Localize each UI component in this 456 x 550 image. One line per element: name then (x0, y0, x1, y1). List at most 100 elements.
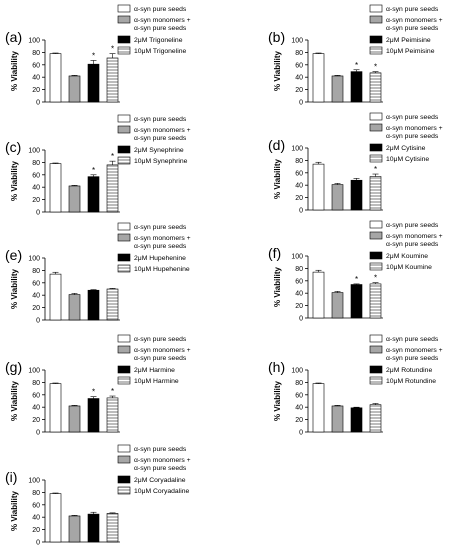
y-tick-label: 80 (32, 380, 40, 387)
legend-swatch (369, 345, 383, 354)
bar (49, 53, 62, 103)
y-tick-label: 0 (36, 318, 40, 325)
panel-d: (d) 0 20 40 60 80 100 % Viability * α-syn pure se… (268, 112, 443, 215)
legend-swatch (369, 365, 383, 374)
y-tick-label: 100 (28, 38, 40, 45)
legend-label: α-syn pure seeds (134, 135, 187, 142)
y-tick-label: 60 (32, 392, 40, 399)
legend-label: α-syn pure seeds (386, 355, 439, 362)
y-tick-label: 60 (295, 392, 303, 399)
significance-marker: * (374, 165, 377, 174)
legend-swatch (117, 4, 131, 13)
y-tick-label: 20 (32, 87, 40, 94)
legend-label: α-syn pure seeds (134, 116, 187, 123)
bar (369, 72, 382, 103)
y-tick-label: 0 (36, 430, 40, 437)
bar (350, 284, 363, 319)
legend-label: α-syn pure seeds (134, 224, 187, 231)
legend-label: α-syn monomers + (134, 457, 191, 464)
y-tick-label: 20 (32, 197, 40, 204)
panel-label: (g) (5, 359, 22, 375)
legend-label: α-syn pure seeds (134, 336, 187, 343)
y-tick-label: 40 (295, 405, 303, 412)
y-tick-label: 40 (32, 75, 40, 82)
bar (350, 71, 363, 103)
significance-marker: * (355, 275, 358, 284)
legend-label: 2μM Coryadaline (134, 477, 186, 484)
y-tick-label: 100 (291, 368, 303, 375)
y-tick-label: 0 (299, 208, 303, 215)
legend-label: α-syn monomers + (134, 127, 191, 134)
bar (331, 75, 344, 103)
legend-swatch (369, 35, 383, 44)
legend-label: 10μM Koumine (386, 264, 432, 271)
bar (87, 289, 100, 321)
legend-label: 2μM Hupehenine (134, 255, 186, 262)
bar (106, 57, 119, 103)
panel-label: (c) (5, 139, 21, 155)
bar (87, 513, 100, 543)
y-axis-label: % Viability (10, 381, 19, 421)
legend-label: α-syn pure seeds (386, 6, 439, 13)
legend-swatch (117, 35, 131, 44)
legend-label: α-syn pure seeds (386, 133, 439, 140)
legend-label: α-syn monomers + (134, 347, 191, 354)
y-tick-label: 40 (295, 75, 303, 82)
bar (331, 292, 344, 319)
legend-swatch (369, 231, 383, 240)
legend-swatch (117, 334, 131, 343)
legend-swatch (117, 233, 131, 242)
bar (49, 383, 62, 433)
legend-label: α-syn pure seeds (386, 336, 439, 343)
legend-swatch (369, 154, 383, 163)
bar (369, 283, 382, 319)
bar (350, 407, 363, 433)
y-axis-label: % Viability (10, 51, 19, 91)
legend-label: α-syn pure seeds (386, 222, 439, 229)
y-tick-label: 60 (295, 62, 303, 69)
legend-swatch (117, 156, 131, 165)
legend-swatch (117, 253, 131, 262)
legend-swatch (117, 455, 131, 464)
legend-label: α-syn monomers + (134, 235, 191, 242)
legend-label: 10μM Harmine (134, 378, 179, 385)
legend-swatch (369, 220, 383, 229)
legend-swatch (369, 46, 383, 55)
y-tick-label: 60 (32, 62, 40, 69)
bar (49, 163, 62, 213)
y-tick-label: 80 (32, 50, 40, 57)
y-tick-label: 0 (36, 540, 40, 547)
y-tick-label: 40 (32, 185, 40, 192)
bar (87, 63, 100, 103)
panel-label: (i) (5, 469, 17, 485)
y-tick-label: 100 (28, 368, 40, 375)
significance-marker: * (92, 388, 95, 397)
legend-swatch (117, 114, 131, 123)
y-tick-label: 0 (36, 210, 40, 217)
y-tick-label: 100 (28, 478, 40, 485)
legend-label: α-syn pure seeds (386, 114, 439, 121)
legend-label: 2μM Trigoneline (134, 37, 183, 44)
legend-label: 10μM Cytisine (386, 156, 429, 163)
legend-swatch (117, 15, 131, 24)
bar (312, 163, 325, 211)
legend-label: α-syn monomers + (386, 125, 443, 132)
legend-label: 10μM Coryadaline (134, 488, 190, 495)
y-tick-label: 40 (295, 183, 303, 190)
bar (350, 179, 363, 211)
bar (369, 176, 382, 211)
legend-swatch (117, 475, 131, 484)
y-tick-label: 0 (36, 100, 40, 107)
legend-swatch (369, 334, 383, 343)
bar (312, 53, 325, 103)
bar (68, 185, 81, 213)
y-tick-label: 20 (32, 527, 40, 534)
legend-swatch (369, 123, 383, 132)
legend-swatch (369, 15, 383, 24)
significance-marker: * (355, 61, 358, 70)
y-tick-label: 0 (299, 430, 303, 437)
legend-label: 10μM Hupehenine (134, 266, 190, 273)
y-tick-label: 100 (291, 146, 303, 153)
panel-g: (g) 0 20 40 60 80 100 % Viability * * α-syn pure s… (5, 334, 191, 437)
bar (68, 405, 81, 433)
